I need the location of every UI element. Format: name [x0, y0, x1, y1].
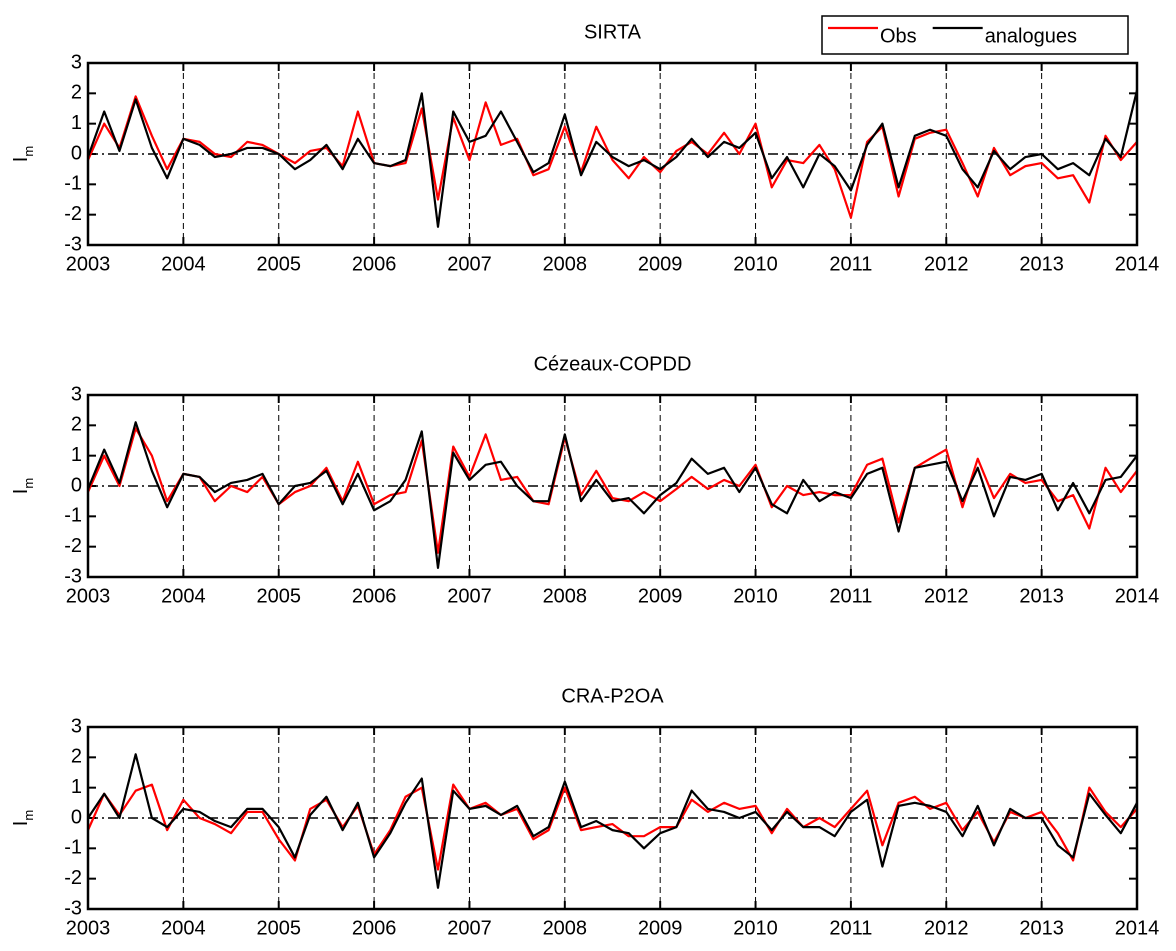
x-tick-label: 2014 [1115, 917, 1160, 939]
y-tick-label: -3 [64, 897, 82, 919]
axes-box [86, 725, 1139, 911]
y-axis-label: Im [10, 478, 36, 494]
y-tick-label: -1 [64, 837, 82, 859]
x-tick-label: 2014 [1115, 253, 1160, 275]
x-tick-label: 2012 [924, 917, 969, 939]
x-tick-label: 2012 [924, 585, 969, 607]
x-tick-label: 2006 [352, 253, 397, 275]
x-tick-label: 2010 [733, 917, 778, 939]
x-tick-label: 2003 [66, 585, 111, 607]
x-tick-label: 2010 [733, 253, 778, 275]
x-tick-label: 2013 [1019, 585, 1064, 607]
series-line [86, 783, 1138, 871]
x-tick-label: 2009 [638, 253, 683, 275]
x-tick-label: 2013 [1019, 917, 1064, 939]
series-line [86, 427, 1138, 554]
panel-title: Cézeaux-COPDD [534, 353, 692, 375]
x-tick-label: 2008 [543, 585, 588, 607]
series-line [86, 95, 1138, 219]
series-line [86, 90, 1139, 228]
y-tick-label: 0 [71, 474, 82, 496]
axes-box [86, 393, 1139, 579]
y-tick-label: 3 [71, 383, 82, 405]
x-tick-label: 2006 [352, 917, 397, 939]
x-tick-label: 2007 [447, 253, 492, 275]
x-tick-label: 2009 [638, 917, 683, 939]
series-line [87, 753, 1138, 889]
x-tick-label: 2003 [66, 917, 111, 939]
x-tick-label: 2004 [161, 253, 206, 275]
legend-label: analogues [985, 25, 1077, 47]
y-tick-label: 2 [71, 82, 82, 104]
y-tick-label: -2 [64, 867, 82, 889]
y-tick-label: 1 [71, 444, 82, 466]
y-tick-label: -2 [64, 203, 82, 225]
y-tick-label: 0 [71, 806, 82, 828]
y-label-main: I [10, 821, 32, 827]
x-tick-label: 2003 [66, 253, 111, 275]
x-tick-label: 2011 [829, 585, 872, 607]
y-tick-label: 3 [71, 715, 82, 737]
y-tick-label: -1 [64, 505, 82, 527]
x-tick-label: 2008 [543, 253, 588, 275]
y-label-sub: m [21, 146, 36, 157]
x-tick-label: 2005 [256, 253, 301, 275]
y-axis-label: Im [10, 146, 36, 162]
x-tick-label: 2005 [256, 917, 301, 939]
y-label-sub: m [21, 478, 36, 489]
y-label-sub: m [21, 810, 36, 821]
legend-box [821, 15, 1129, 55]
series-line [86, 421, 1138, 569]
x-tick-label: 2005 [256, 585, 301, 607]
x-tick-label: 2009 [638, 585, 683, 607]
y-tick-label: 1 [71, 776, 82, 798]
y-tick-label: -1 [64, 173, 82, 195]
legend-label: Obs [880, 25, 917, 47]
y-tick-label: 1 [71, 112, 82, 134]
y-label-main: I [10, 157, 32, 163]
y-axis-label: Im [10, 810, 36, 826]
x-tick-label: 2012 [924, 253, 969, 275]
y-tick-label: 2 [71, 414, 82, 436]
x-tick-label: 2008 [543, 917, 588, 939]
y-tick-label: -3 [64, 233, 82, 255]
x-tick-label: 2013 [1019, 253, 1064, 275]
y-tick-label: 3 [71, 51, 82, 73]
y-label-main: I [10, 489, 32, 495]
panel-title: SIRTA [584, 21, 642, 43]
axes-box [86, 61, 1139, 247]
x-tick-label: 2011 [829, 917, 872, 939]
y-tick-label: -3 [64, 565, 82, 587]
y-tick-label: 0 [71, 142, 82, 164]
x-tick-label: 2004 [161, 917, 206, 939]
x-tick-label: 2007 [447, 917, 492, 939]
x-tick-label: 2011 [829, 253, 872, 275]
y-tick-label: -2 [64, 535, 82, 557]
x-tick-label: 2014 [1115, 585, 1160, 607]
x-tick-label: 2007 [447, 585, 492, 607]
x-tick-label: 2006 [352, 585, 397, 607]
panel-title: CRA-P2OA [561, 685, 664, 707]
x-tick-label: 2004 [161, 585, 206, 607]
y-tick-label: 2 [71, 746, 82, 768]
x-tick-label: 2010 [733, 585, 778, 607]
